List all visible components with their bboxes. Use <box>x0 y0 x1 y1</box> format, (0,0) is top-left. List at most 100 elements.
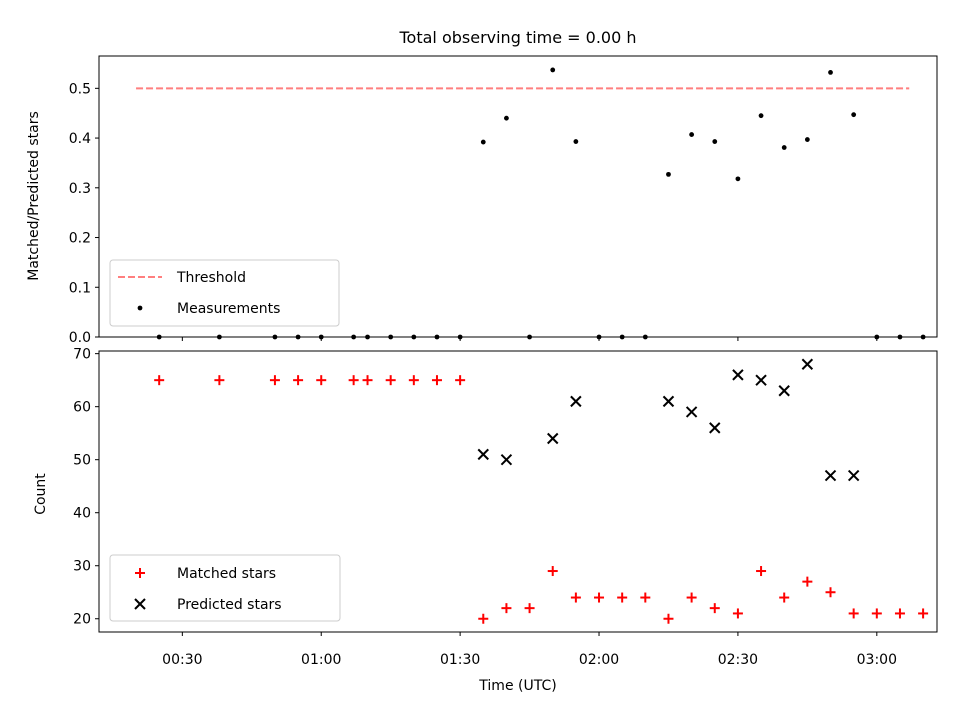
top-legend-box <box>109 259 340 327</box>
matched-star-point <box>686 592 697 603</box>
legend-x-marker-b <box>134 598 146 610</box>
matched-star-point <box>547 566 558 577</box>
bottom-y-tick-label: 20 <box>73 612 91 628</box>
measurement-point <box>550 67 556 73</box>
matched-star-point <box>825 587 836 598</box>
matched-star-point <box>316 375 327 386</box>
predicted-star-point <box>570 395 582 408</box>
matched-star-point <box>455 375 466 386</box>
top-legend: Threshold Measurements <box>109 259 340 327</box>
matched-star-point <box>640 592 651 603</box>
bottom-y-axis-label: Count <box>33 473 49 515</box>
matched-star-point <box>779 592 790 603</box>
bottom-y-tick-label: 60 <box>73 400 91 416</box>
matched-star-point <box>871 608 882 619</box>
top-y-tick-label: 0.5 <box>69 81 91 97</box>
predicted-star-point-b <box>847 469 860 482</box>
predicted-star-point-b <box>755 374 767 386</box>
bottom-y-axis: 20 30 40 50 60 70 <box>73 347 99 628</box>
bottom-legend: Matched stars Predicted stars <box>109 554 341 622</box>
top-y-tick-label: 0.4 <box>69 131 91 147</box>
matched-star-point <box>709 603 720 614</box>
predicted-star-point-b <box>685 406 698 418</box>
measurement-point <box>758 113 764 119</box>
predicted-star-point-b <box>477 448 489 461</box>
legend-x-marker <box>134 598 146 610</box>
measurement-point <box>851 112 857 118</box>
measurement-point <box>504 115 509 121</box>
predicted-star-point <box>778 385 790 397</box>
matched-star-point <box>362 375 373 386</box>
matched-star-point <box>269 375 280 386</box>
predicted-star-point-b <box>778 385 790 397</box>
bottom-x-axis: 00:30 01:00 01:30 02:00 02:30 03:00 <box>162 632 897 668</box>
predicted-star-point-b <box>547 432 559 445</box>
legend-matched-swatch <box>135 568 145 578</box>
legend-measurements-label: Measurements <box>177 301 280 317</box>
matched-star-point <box>348 375 359 386</box>
top-y-tick-label: 0.3 <box>69 181 91 197</box>
bottom-x-tick-label: 01:00 <box>301 652 341 668</box>
matched-star-point <box>894 608 905 619</box>
legend-threshold-label: Threshold <box>176 270 246 286</box>
top-panel-frame <box>98 55 938 338</box>
bottom-x-tick-label: 00:30 <box>162 652 202 668</box>
legend-measurements-swatch <box>137 305 143 311</box>
bottom-legend-box <box>109 554 341 622</box>
bottom-y-tick-label: 50 <box>73 453 91 469</box>
predicted-star-point <box>824 469 837 482</box>
measurement-point <box>828 70 833 75</box>
measurement-point <box>480 139 486 145</box>
legend-matched-label: Matched stars <box>177 566 276 582</box>
bottom-x-tick-label: 03:00 <box>857 652 897 668</box>
top-x-axis-ticks <box>181 337 878 341</box>
matched-star-point <box>524 603 535 614</box>
matched-star-point <box>802 576 813 587</box>
predicted-star-point <box>477 448 489 461</box>
matched-star-point <box>918 608 929 619</box>
predicted-star-point <box>709 422 721 434</box>
bottom-x-tick-label: 01:30 <box>440 652 480 668</box>
predicted-star-point <box>547 432 559 445</box>
bottom-panel-marks <box>154 358 929 624</box>
bottom-y-tick-label: 40 <box>73 506 91 522</box>
top-y-tick-label: 0.2 <box>69 231 91 247</box>
measurement-point <box>735 176 741 182</box>
predicted-star-point-b <box>709 422 721 434</box>
predicted-star-point-b <box>500 453 513 466</box>
bottom-panel-frame <box>98 350 938 633</box>
bottom-y-tick-label: 30 <box>73 559 91 575</box>
top-y-axis-label: Matched/Predicted stars <box>26 111 42 281</box>
measurement-point <box>689 132 695 137</box>
matched-star-point <box>214 375 225 386</box>
measurement-point <box>666 171 671 177</box>
predicted-star-point <box>755 374 767 386</box>
measurement-point <box>573 139 579 144</box>
predicted-star-point <box>662 395 675 408</box>
matched-star-point <box>293 375 304 386</box>
bottom-y-tick-label: 70 <box>73 347 91 363</box>
matched-star-point <box>617 592 628 603</box>
bottom-x-tick-label: 02:30 <box>718 652 758 668</box>
predicted-star-point <box>685 406 698 418</box>
predicted-star-point-b <box>570 395 582 408</box>
measurement-point <box>781 145 787 150</box>
predicted-star-point-b <box>801 358 814 370</box>
predicted-star-point <box>732 369 744 381</box>
matched-star-point <box>408 375 419 386</box>
legend-predicted-swatch <box>134 598 146 610</box>
matched-star-point <box>594 592 605 603</box>
matched-star-point <box>848 608 859 619</box>
bottom-x-tick-label: 02:00 <box>579 652 619 668</box>
top-y-tick-label: 0.0 <box>69 330 91 346</box>
matched-star-point <box>154 375 165 386</box>
measurement-point <box>712 139 718 144</box>
predicted-star-point-b <box>662 395 675 408</box>
matched-star-point <box>478 613 489 624</box>
top-y-axis: 0.0 0.1 0.2 0.3 0.4 0.5 <box>69 81 99 346</box>
matched-star-point <box>431 375 442 386</box>
predicted-star-point <box>801 358 814 370</box>
predicted-star-point <box>847 469 860 482</box>
legend-predicted-label: Predicted stars <box>177 597 282 613</box>
